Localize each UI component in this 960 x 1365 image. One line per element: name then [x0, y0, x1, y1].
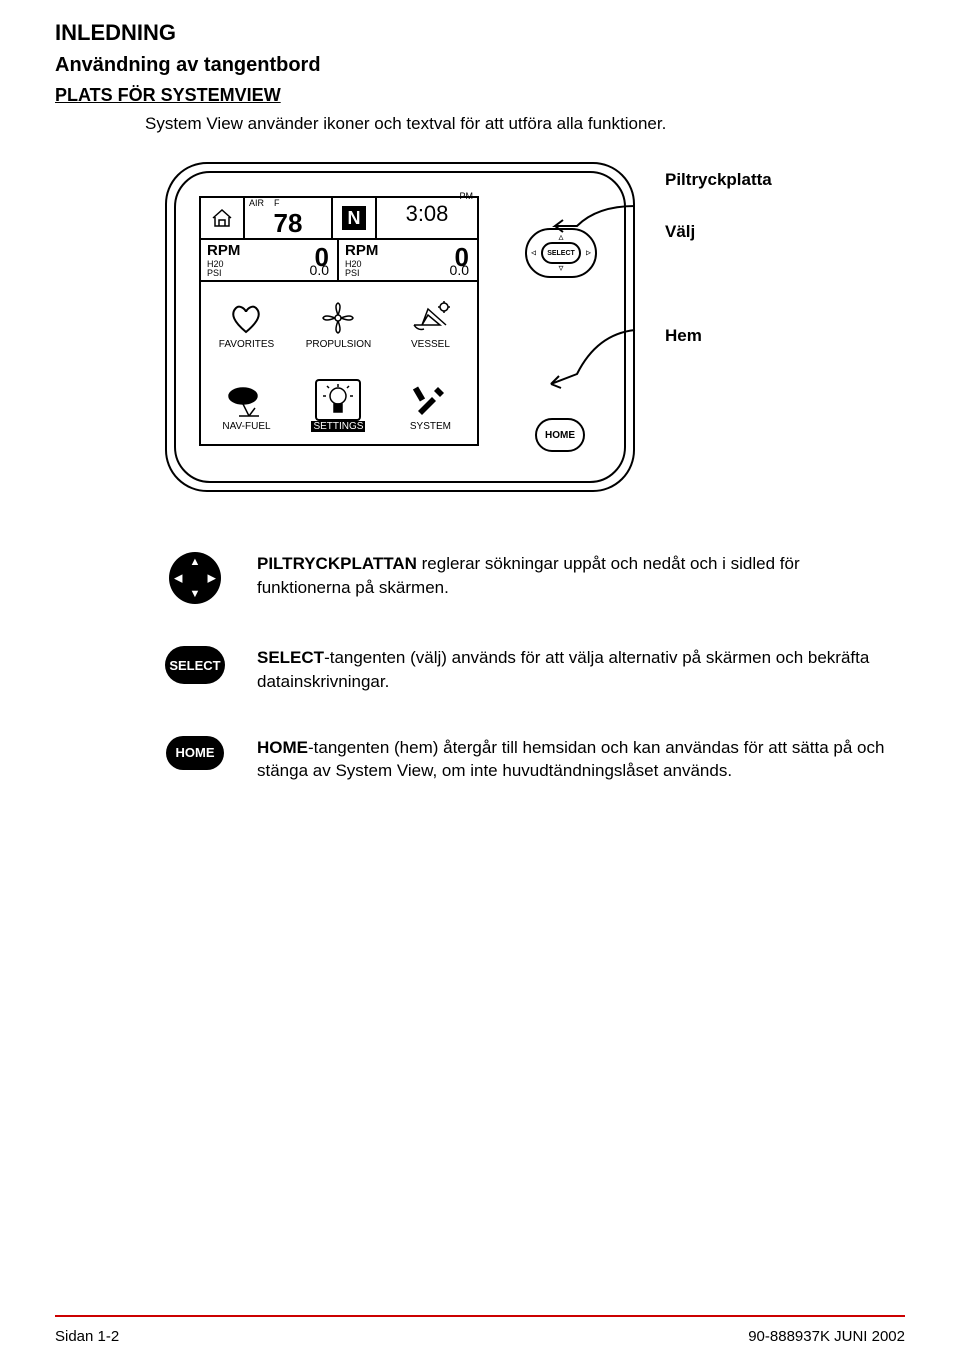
tile-vessel: VESSEL: [385, 282, 477, 364]
page-footer: Sidan 1-2 90-888937K JUNI 2002: [55, 1328, 905, 1345]
gear-indicator: N: [342, 206, 366, 230]
desc-text-home: HOME-tangenten (hem) återgår till hemsid…: [257, 736, 905, 784]
dpad-pill-icon: ▲ ▼ ◀ ▶: [165, 552, 225, 604]
psi-label: H20PSI: [207, 260, 224, 278]
air-temp-value: 78: [274, 208, 303, 239]
callout-hem: Hem: [665, 326, 772, 346]
screen-rpm-row: RPM 0 H20PSI 0.0 RPM 0 H20PSI 0.0: [201, 240, 477, 282]
tile-label: FAVORITES: [219, 339, 274, 350]
home-pill-icon: HOME: [165, 736, 225, 770]
triangle-right-icon: ▶: [208, 572, 216, 585]
section-heading: INLEDNING: [55, 20, 905, 46]
tile-propulsion: PROPULSION: [293, 282, 385, 364]
lightbulb-icon: [315, 379, 361, 421]
rpm-left: RPM 0 H20PSI 0.0: [201, 240, 339, 280]
device-screen: AIR F 78 N PM 3:08 RPM 0 H20PSI 0.0: [199, 196, 479, 446]
tile-label: SYSTEM: [410, 421, 451, 432]
psi-value: 0.0: [310, 262, 329, 278]
screen-top-row: AIR F 78 N PM 3:08: [201, 198, 477, 240]
time-suffix: PM: [460, 191, 474, 201]
chevron-down-icon: ▿: [558, 263, 563, 274]
callout-piltryck: Piltryckplatta: [665, 170, 772, 190]
triangle-left-icon: ◀: [174, 572, 182, 585]
satellite-icon: [223, 379, 269, 421]
propeller-icon: [315, 297, 361, 339]
desc-text-dpad: PILTRYCKPLATTAN reglerar sökningar uppåt…: [257, 552, 905, 600]
select-pill-icon: SELECT: [165, 646, 225, 684]
air-temp-cell: AIR F 78: [245, 198, 333, 238]
footer-rule: [55, 1315, 905, 1317]
gear-cell: N: [333, 198, 377, 238]
subsection-heading: Användning av tangentbord: [55, 54, 905, 77]
tile-label: VESSEL: [411, 339, 450, 350]
triangle-up-icon: ▲: [190, 556, 201, 568]
psi-label-2: H20PSI: [345, 260, 362, 278]
home-icon-cell: [201, 198, 245, 238]
time-value: 3:08: [406, 201, 449, 227]
tile-label: SETTINGS: [311, 421, 365, 432]
house-icon: [210, 208, 234, 228]
rpm-label: RPM: [207, 242, 240, 259]
desc-row-select: SELECT SELECT-tangenten (välj) används f…: [165, 646, 905, 694]
tile-navfuel: NAV-FUEL: [201, 364, 293, 446]
tile-label: NAV-FUEL: [222, 421, 270, 432]
rpm-right: RPM 0 H20PSI 0.0: [339, 240, 477, 280]
desc-row-home: HOME HOME-tangenten (hem) återgår till h…: [165, 736, 905, 784]
device-home-button[interactable]: HOME: [535, 418, 585, 452]
tools-icon: [407, 379, 453, 421]
device-illustration-row: AIR F 78 N PM 3:08 RPM 0 H20PSI 0.0: [165, 162, 905, 492]
desc-text-select: SELECT-tangenten (välj) används för att …: [257, 646, 905, 694]
vessel-icon: [407, 297, 453, 339]
arrow-to-home: [517, 324, 637, 404]
desc-row-dpad: ▲ ▼ ◀ ▶ PILTRYCKPLATTAN reglerar sökning…: [165, 552, 905, 604]
tile-favorites: FAVORITES: [201, 282, 293, 364]
callout-labels: Piltryckplatta Välj Hem: [665, 162, 772, 346]
callout-valj: Välj: [665, 222, 772, 242]
footer-right: 90-888937K JUNI 2002: [748, 1328, 905, 1345]
tile-label: PROPULSION: [306, 339, 372, 350]
triangle-down-icon: ▼: [190, 588, 201, 600]
tile-system: SYSTEM: [385, 364, 477, 446]
arrow-to-dpad: [527, 202, 637, 262]
screen-icon-grid: FAVORITES PROPULSION VESSEL: [201, 282, 477, 446]
subsubsection-heading: PLATS FÖR SYSTEMVIEW: [55, 85, 905, 106]
rpm-label-2: RPM: [345, 242, 378, 259]
psi-value-2: 0.0: [450, 262, 469, 278]
tile-settings: SETTINGS: [293, 364, 385, 446]
intro-paragraph: System View använder ikoner och textval …: [145, 114, 905, 134]
heart-icon: [223, 297, 269, 339]
device-outline: AIR F 78 N PM 3:08 RPM 0 H20PSI 0.0: [165, 162, 635, 492]
air-label: AIR F: [249, 198, 280, 208]
time-cell: PM 3:08: [377, 198, 477, 238]
footer-left: Sidan 1-2: [55, 1328, 119, 1345]
